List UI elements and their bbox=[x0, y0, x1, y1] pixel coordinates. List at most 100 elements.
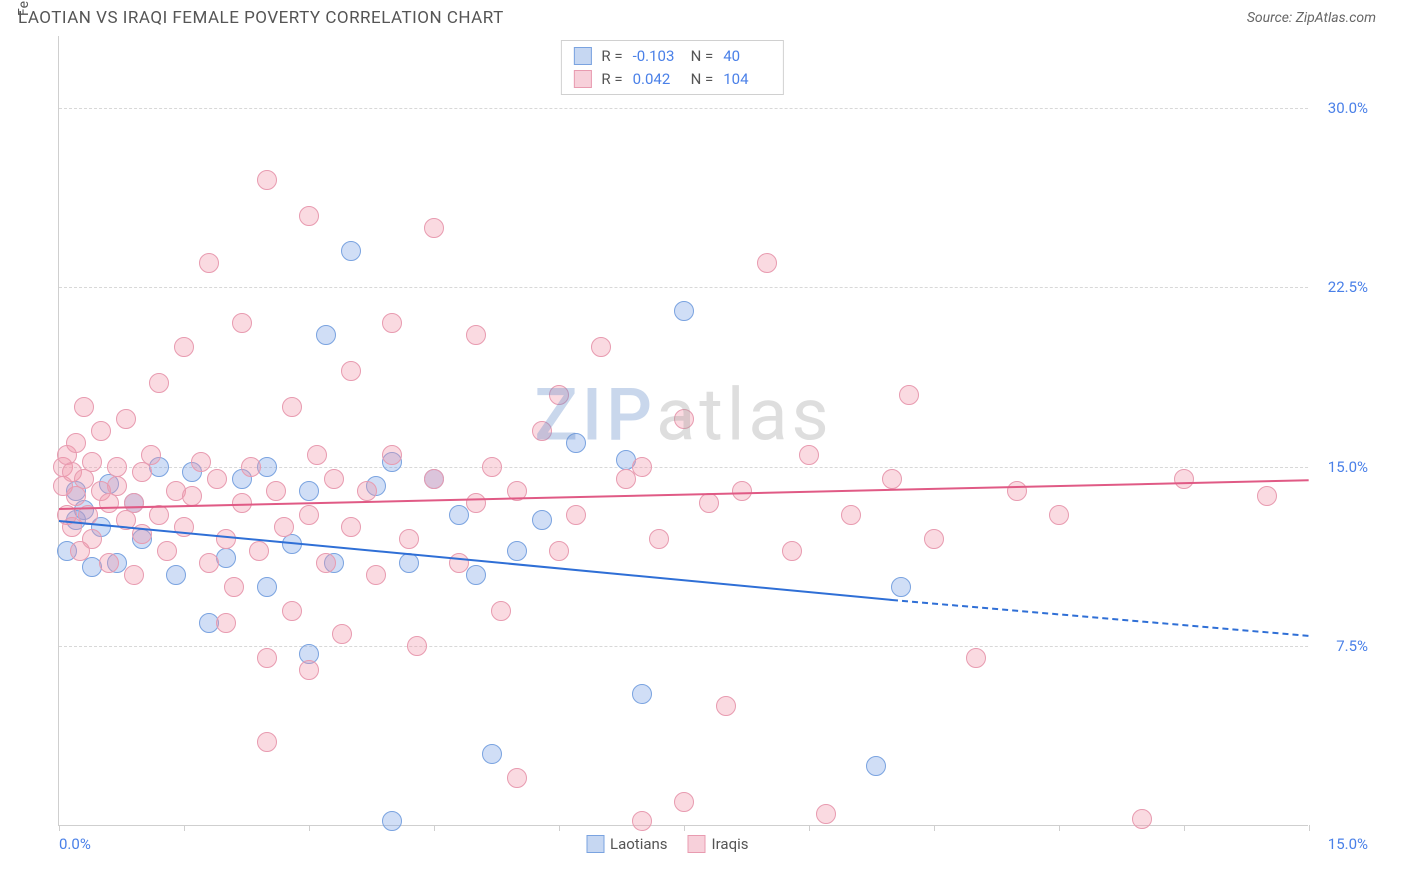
scatter-point bbox=[1174, 469, 1194, 489]
scatter-point bbox=[816, 804, 836, 824]
legend-swatch bbox=[586, 835, 604, 853]
scatter-point bbox=[699, 493, 719, 513]
scatter-point bbox=[366, 565, 386, 585]
y-tick-label: 7.5% bbox=[1336, 637, 1368, 655]
scatter-point bbox=[224, 577, 244, 597]
scatter-point bbox=[966, 648, 986, 668]
stat-r-label: R = bbox=[601, 45, 622, 68]
scatter-point bbox=[1049, 505, 1069, 525]
stat-r-value: -0.103 bbox=[633, 45, 681, 68]
stat-n-label: N = bbox=[691, 68, 714, 91]
x-tick bbox=[59, 825, 60, 831]
x-tick bbox=[684, 825, 685, 831]
legend-stat-row: R = -0.103 N = 40 bbox=[573, 45, 771, 68]
scatter-point bbox=[382, 313, 402, 333]
y-tick-label: 22.5% bbox=[1328, 278, 1368, 296]
scatter-point bbox=[207, 469, 227, 489]
legend-swatch bbox=[688, 835, 706, 853]
source-attribution: Source: ZipAtlas.com bbox=[1247, 10, 1376, 26]
scatter-point bbox=[299, 481, 319, 501]
scatter-point bbox=[82, 452, 102, 472]
scatter-point bbox=[382, 445, 402, 465]
stat-n-value: 104 bbox=[723, 68, 771, 91]
y-tick-label: 15.0% bbox=[1328, 458, 1368, 476]
scatter-point bbox=[107, 476, 127, 496]
scatter-point bbox=[82, 529, 102, 549]
scatter-point bbox=[649, 529, 669, 549]
scatter-point bbox=[449, 553, 469, 573]
scatter-point bbox=[141, 445, 161, 465]
scatter-point bbox=[357, 481, 377, 501]
legend-item: Laotians bbox=[586, 835, 668, 853]
scatter-point bbox=[299, 660, 319, 680]
scatter-point bbox=[532, 421, 552, 441]
trend-line-extrapolated bbox=[892, 599, 1309, 637]
scatter-point bbox=[1007, 481, 1027, 501]
trend-line bbox=[59, 520, 893, 601]
scatter-point bbox=[482, 744, 502, 764]
x-tick bbox=[309, 825, 310, 831]
scatter-point bbox=[257, 648, 277, 668]
scatter-point bbox=[341, 241, 361, 261]
scatter-point bbox=[191, 452, 211, 472]
scatter-point bbox=[632, 457, 652, 477]
scatter-point bbox=[166, 565, 186, 585]
scatter-point bbox=[632, 684, 652, 704]
scatter-point bbox=[674, 792, 694, 812]
scatter-point bbox=[632, 811, 652, 831]
x-axis-max-label: 15.0% bbox=[1328, 835, 1368, 853]
scatter-point bbox=[341, 361, 361, 381]
scatter-point bbox=[732, 481, 752, 501]
scatter-point bbox=[591, 337, 611, 357]
scatter-point bbox=[216, 613, 236, 633]
scatter-point bbox=[66, 433, 86, 453]
scatter-point bbox=[182, 486, 202, 506]
stat-r-value: 0.042 bbox=[633, 68, 681, 91]
scatter-point bbox=[99, 553, 119, 573]
legend-stat-row: R = 0.042 N = 104 bbox=[573, 68, 771, 91]
scatter-point bbox=[882, 469, 902, 489]
x-tick bbox=[809, 825, 810, 831]
x-tick bbox=[1309, 825, 1310, 831]
scatter-point bbox=[782, 541, 802, 561]
stat-n-label: N = bbox=[691, 45, 714, 68]
stat-n-value: 40 bbox=[723, 45, 771, 68]
scatter-point bbox=[232, 313, 252, 333]
scatter-point bbox=[199, 553, 219, 573]
scatter-point bbox=[841, 505, 861, 525]
scatter-point bbox=[74, 397, 94, 417]
scatter-point bbox=[124, 565, 144, 585]
scatter-point bbox=[332, 624, 352, 644]
x-tick bbox=[434, 825, 435, 831]
correlation-legend: R = -0.103 N = 40 R = 0.042 N = 104 bbox=[560, 40, 784, 95]
scatter-point bbox=[282, 397, 302, 417]
series-legend: LaotiansIraqis bbox=[586, 835, 749, 853]
gridline bbox=[59, 646, 1308, 647]
scatter-point bbox=[316, 325, 336, 345]
scatter-point bbox=[266, 481, 286, 501]
scatter-point bbox=[249, 541, 269, 561]
scatter-point bbox=[324, 469, 344, 489]
scatter-point bbox=[482, 457, 502, 477]
x-tick bbox=[559, 825, 560, 831]
scatter-point bbox=[407, 636, 427, 656]
stat-r-label: R = bbox=[601, 68, 622, 91]
scatter-point bbox=[757, 253, 777, 273]
scatter-point bbox=[216, 529, 236, 549]
scatter-point bbox=[549, 385, 569, 405]
scatter-point bbox=[257, 732, 277, 752]
scatter-point bbox=[274, 517, 294, 537]
x-tick bbox=[184, 825, 185, 831]
y-tick-label: 30.0% bbox=[1328, 99, 1368, 117]
scatter-point bbox=[866, 756, 886, 776]
scatter-point bbox=[899, 385, 919, 405]
scatter-point bbox=[532, 510, 552, 530]
scatter-point bbox=[507, 541, 527, 561]
scatter-point bbox=[282, 601, 302, 621]
legend-label: Laotians bbox=[610, 835, 668, 853]
scatter-point bbox=[716, 696, 736, 716]
scatter-point bbox=[257, 577, 277, 597]
scatter-point bbox=[116, 409, 136, 429]
scatter-point bbox=[149, 373, 169, 393]
gridline bbox=[59, 108, 1308, 109]
